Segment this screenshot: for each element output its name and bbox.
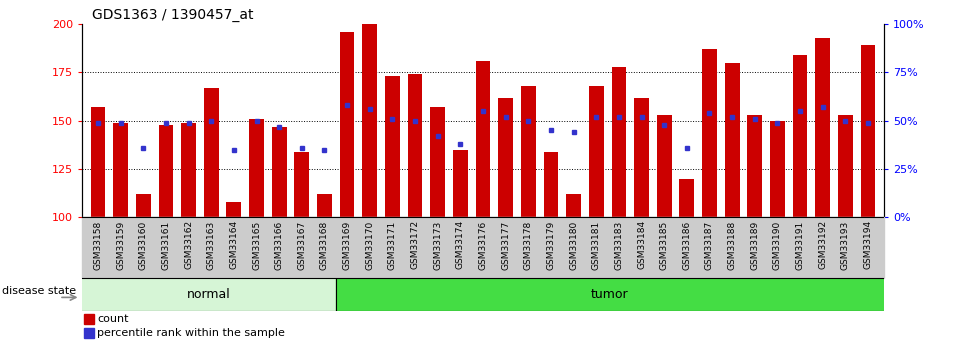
Text: GSM33193: GSM33193 [840,220,850,270]
Text: GSM33187: GSM33187 [705,220,714,270]
Text: GSM33163: GSM33163 [207,220,215,270]
Text: GSM33191: GSM33191 [796,220,805,270]
Text: GSM33190: GSM33190 [773,220,781,270]
Text: GSM33185: GSM33185 [660,220,668,270]
Bar [611,67,626,217]
Bar [770,121,784,217]
Bar [521,86,536,217]
Bar [385,76,400,217]
Text: GSM33188: GSM33188 [727,220,737,270]
Text: GSM33184: GSM33184 [637,220,646,269]
Bar [271,127,287,217]
Text: GSM33173: GSM33173 [433,220,442,270]
Bar [861,46,875,217]
Bar [113,123,128,217]
Text: GSM33158: GSM33158 [94,220,102,270]
Text: GSM33159: GSM33159 [116,220,126,270]
Text: GSM33168: GSM33168 [320,220,329,270]
Bar [182,123,196,217]
Text: GSM33167: GSM33167 [298,220,306,270]
Text: GSM33164: GSM33164 [229,220,239,269]
Text: GSM33166: GSM33166 [274,220,284,270]
Bar [815,38,830,217]
Bar [430,107,445,217]
Bar [362,24,377,217]
Bar [336,278,884,310]
Text: GSM33181: GSM33181 [592,220,601,270]
Bar [408,75,422,217]
Bar [475,61,491,217]
Bar [91,107,105,217]
Text: GSM33177: GSM33177 [501,220,510,270]
Bar [679,179,695,217]
Text: GSM33186: GSM33186 [682,220,692,270]
Text: GSM33174: GSM33174 [456,220,465,269]
Bar [136,194,151,217]
Bar [204,88,218,217]
Bar [84,314,94,324]
Text: GSM33169: GSM33169 [343,220,352,270]
Text: GSM33192: GSM33192 [818,220,827,269]
Text: normal: normal [187,288,231,300]
Bar [838,115,853,217]
Bar [340,32,355,217]
Bar [566,194,581,217]
Text: GSM33170: GSM33170 [365,220,374,270]
Text: GSM33179: GSM33179 [547,220,555,270]
Bar [498,98,513,217]
Text: tumor: tumor [591,288,629,300]
Text: GSM33171: GSM33171 [388,220,397,270]
Bar [82,278,336,310]
Text: percentile rank within the sample: percentile rank within the sample [98,328,285,338]
Bar [544,152,558,217]
Text: GSM33194: GSM33194 [864,220,872,269]
Text: disease state: disease state [2,286,75,296]
Bar [84,328,94,338]
Text: GSM33176: GSM33176 [478,220,488,270]
Text: GSM33160: GSM33160 [139,220,148,270]
Bar [453,150,468,217]
Text: GSM33180: GSM33180 [569,220,578,270]
Bar [702,49,717,217]
Text: GSM33183: GSM33183 [614,220,623,270]
Bar [724,63,740,217]
Text: GSM33189: GSM33189 [751,220,759,270]
Bar [158,125,173,217]
Text: GSM33165: GSM33165 [252,220,261,270]
Bar [657,115,671,217]
Text: count: count [98,314,128,324]
Bar [589,86,604,217]
Bar [249,119,264,217]
Bar [295,152,309,217]
Bar [793,55,808,217]
Bar [226,202,242,217]
Bar [635,98,649,217]
Text: GSM33161: GSM33161 [161,220,170,270]
Text: GSM33178: GSM33178 [524,220,533,270]
Bar [748,115,762,217]
Bar [317,194,331,217]
Text: GSM33172: GSM33172 [411,220,419,269]
Text: GDS1363 / 1390457_at: GDS1363 / 1390457_at [92,8,253,22]
Text: GSM33162: GSM33162 [185,220,193,269]
